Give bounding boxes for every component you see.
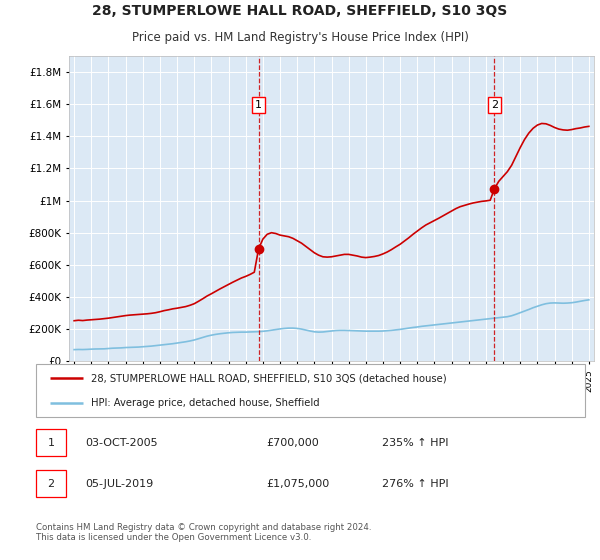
Text: Contains HM Land Registry data © Crown copyright and database right 2024.
This d: Contains HM Land Registry data © Crown c… <box>36 523 371 543</box>
FancyBboxPatch shape <box>36 364 585 417</box>
Text: Price paid vs. HM Land Registry's House Price Index (HPI): Price paid vs. HM Land Registry's House … <box>131 31 469 44</box>
Text: 2: 2 <box>47 479 55 489</box>
FancyBboxPatch shape <box>36 429 66 456</box>
Text: 2: 2 <box>491 100 498 110</box>
Text: 235% ↑ HPI: 235% ↑ HPI <box>382 437 448 447</box>
Text: 05-JUL-2019: 05-JUL-2019 <box>85 479 154 489</box>
FancyBboxPatch shape <box>36 470 66 497</box>
Text: 03-OCT-2005: 03-OCT-2005 <box>85 437 158 447</box>
Text: £1,075,000: £1,075,000 <box>266 479 330 489</box>
Text: HPI: Average price, detached house, Sheffield: HPI: Average price, detached house, Shef… <box>91 398 320 408</box>
Text: 1: 1 <box>47 437 55 447</box>
Text: 28, STUMPERLOWE HALL ROAD, SHEFFIELD, S10 3QS (detached house): 28, STUMPERLOWE HALL ROAD, SHEFFIELD, S1… <box>91 374 446 384</box>
Text: 28, STUMPERLOWE HALL ROAD, SHEFFIELD, S10 3QS: 28, STUMPERLOWE HALL ROAD, SHEFFIELD, S1… <box>92 4 508 18</box>
Text: 276% ↑ HPI: 276% ↑ HPI <box>382 479 448 489</box>
Text: £700,000: £700,000 <box>266 437 319 447</box>
Text: 1: 1 <box>255 100 262 110</box>
